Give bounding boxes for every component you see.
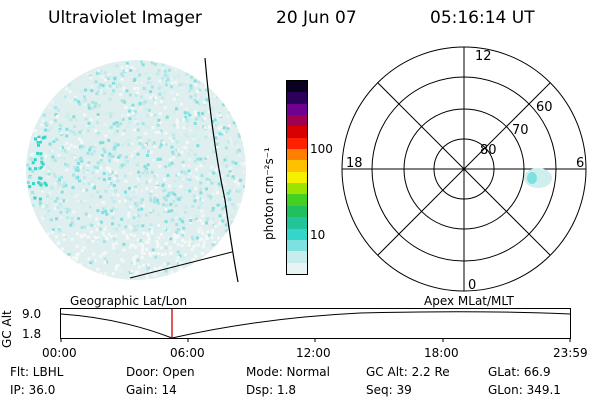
polar-grid: 12 18 6 0 60 70 80	[341, 46, 587, 293]
colorbar-segment	[287, 251, 307, 263]
date-label: 20 Jun 07	[276, 8, 357, 28]
colorbar-segment	[287, 103, 307, 115]
info-filter: Flt: LBHL	[10, 365, 64, 379]
info-dsp: Dsp: 1.8	[246, 383, 297, 397]
color-scale-bar	[286, 80, 308, 275]
apex-caption: Apex MLat/MLT	[424, 294, 514, 308]
colorbar-segment	[287, 171, 307, 184]
colorbar-segment	[287, 183, 307, 195]
horizon-line	[129, 251, 233, 279]
colorbar-segment	[287, 137, 307, 150]
colorbar-segment	[287, 262, 307, 274]
colorbar-segment	[287, 228, 307, 240]
lat-label-60: 60	[536, 100, 553, 115]
lat-label-80: 80	[480, 143, 497, 158]
colorbar-segment	[287, 92, 307, 104]
info-door: Door: Open	[126, 365, 195, 379]
info-seq: Seq: 39	[366, 383, 412, 397]
geographic-image	[26, 57, 246, 283]
mlt-label-0: 0	[468, 278, 476, 293]
timeline-x-tick-1200: 12:00	[296, 346, 331, 360]
colorbar-segment	[287, 217, 307, 229]
timeline-x-tick-2359: 23:59	[553, 346, 588, 360]
colorbar-unit-label: photon cm⁻²s⁻¹	[262, 147, 276, 240]
emission-speckle	[26, 60, 246, 280]
colorbar-segment	[287, 126, 307, 138]
lat-label-70: 70	[512, 123, 529, 138]
colorbar-segment	[287, 194, 307, 206]
altitude-curve	[60, 311, 571, 339]
timeline-x-tick-0000: 00:00	[42, 346, 77, 360]
geographic-caption: Geographic Lat/Lon	[70, 294, 188, 308]
info-ip: IP: 36.0	[10, 383, 56, 397]
instrument-title: Ultraviolet Imager	[48, 8, 202, 28]
colorbar-tick-100: 100	[310, 142, 333, 156]
timeline-frame	[60, 308, 571, 339]
info-gain: Gain: 14	[126, 383, 177, 397]
info-glat: GLat: 66.9	[488, 365, 551, 379]
colorbar-tick-10: 10	[310, 228, 326, 242]
timeline-y-tick-bottom: 1.8	[22, 327, 42, 341]
polar-emission-core	[527, 172, 537, 184]
mlt-label-12: 12	[475, 49, 492, 64]
terminator-line	[204, 57, 239, 283]
info-glon: GLon: 349.1	[488, 383, 561, 397]
colorbar-segment	[287, 80, 307, 93]
mlt-label-6: 6	[576, 156, 584, 171]
altitude-timeline	[60, 308, 571, 342]
colorbar-segment	[287, 114, 307, 127]
polar-diagonal-2	[377, 82, 551, 256]
timeline-x-tick-0600: 06:00	[170, 346, 205, 360]
time-label: 05:16:14 UT	[430, 8, 535, 28]
timeline-y-tick-top: 9.0	[22, 307, 42, 321]
timeline-y-label: GC Alt	[0, 310, 14, 348]
colorbar-segment	[287, 149, 307, 161]
info-gc-alt: GC Alt: 2.2 Re	[366, 365, 450, 379]
mlt-label-18: 18	[346, 156, 363, 171]
colorbar-segment	[287, 239, 307, 252]
colorbar-segment	[287, 205, 307, 218]
timeline-x-tick-1800: 18:00	[424, 346, 459, 360]
colorbar-segment	[287, 160, 307, 172]
info-mode: Mode: Normal	[246, 365, 330, 379]
